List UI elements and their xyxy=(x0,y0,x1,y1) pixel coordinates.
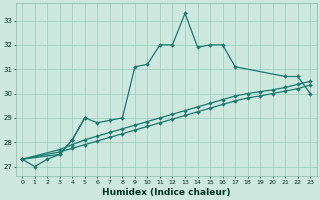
X-axis label: Humidex (Indice chaleur): Humidex (Indice chaleur) xyxy=(102,188,230,197)
